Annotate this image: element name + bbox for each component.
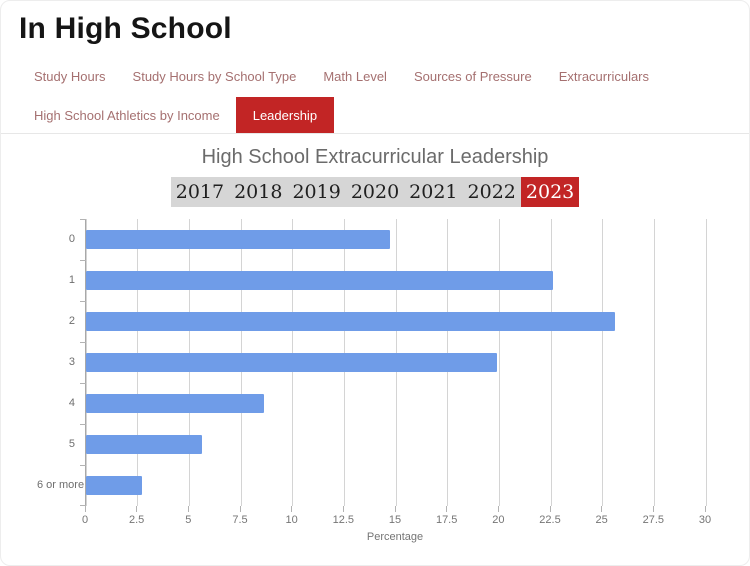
x-tick-mark xyxy=(342,506,344,512)
year-2021[interactable]: 2021 xyxy=(409,181,458,203)
x-tick-mark xyxy=(239,506,241,512)
x-axis-title: Percentage xyxy=(366,531,424,543)
chart-section: High School Extracurricular Leadership 2… xyxy=(1,146,749,543)
x-tick-label: 2.5 xyxy=(129,514,145,526)
x-tick-label: 27.5 xyxy=(642,514,665,526)
y-tick-mark xyxy=(80,505,86,506)
gridline xyxy=(653,219,655,506)
y-tick-label: 2 xyxy=(68,315,75,327)
x-axis-labels: 0 2.5 5 7.5 10 12.5 15 17.5 20 22.5 25 27.5 30 xyxy=(81,514,711,528)
tab-bar: Study Hours Study Hours by School Type M… xyxy=(1,69,749,134)
year-2020[interactable]: 2020 xyxy=(350,181,400,203)
tab-study-hours-by-school-type[interactable]: Study Hours by School Type xyxy=(132,69,297,84)
year-2023-active[interactable]: 2023 xyxy=(520,177,580,207)
y-tick-mark xyxy=(80,342,86,343)
y-tick-label: 5 xyxy=(68,438,75,450)
tab-row-1: Study Hours Study Hours by School Type M… xyxy=(1,69,749,84)
x-tick-mark xyxy=(446,506,448,512)
x-tick-mark xyxy=(601,506,603,512)
tab-math-level[interactable]: Math Level xyxy=(323,69,387,84)
year-selector: 2017 2018 2019 2020 2021 2022 2023 xyxy=(1,177,749,207)
x-tick-mark xyxy=(84,506,86,512)
x-tick-mark xyxy=(136,506,138,512)
y-tick-mark xyxy=(80,424,86,425)
page-title: In High School xyxy=(19,12,232,45)
gridline xyxy=(705,219,707,506)
tab-extracurriculars[interactable]: Extracurriculars xyxy=(558,69,650,84)
x-tick-label: 12.5 xyxy=(332,514,355,526)
y-tick-mark xyxy=(80,260,86,261)
chart-body: 0 1 2 3 4 5 6 or more xyxy=(37,219,713,506)
bar-chart: 0 1 2 3 4 5 6 or more 0 2.5 5 7.5 10 12.5 15 17.5 20 22… xyxy=(37,219,713,543)
y-tick-mark xyxy=(80,383,86,384)
x-tick-mark xyxy=(291,506,293,512)
x-tick-label: 20 xyxy=(492,514,505,526)
x-tick-label: 22.5 xyxy=(539,514,561,526)
gridline xyxy=(498,219,500,506)
x-tick-label: 30 xyxy=(698,514,712,526)
bar[interactable] xyxy=(86,435,202,454)
year-selector-track: 2017 2018 2019 2020 2021 2022 2023 xyxy=(170,177,580,207)
x-tick-label: 10 xyxy=(285,514,298,526)
x-tick-label: 0 xyxy=(81,514,89,526)
tab-sources-of-pressure[interactable]: Sources of Pressure xyxy=(413,69,532,84)
y-tick-label: 4 xyxy=(68,397,75,409)
x-tick-mark xyxy=(394,506,396,512)
y-tick-label: 1 xyxy=(68,274,75,286)
y-axis-labels: 0 1 2 3 4 5 6 or more xyxy=(37,219,85,506)
x-tick-label: 5 xyxy=(185,514,192,526)
x-tick-mark xyxy=(704,506,706,512)
x-tick-mark xyxy=(549,506,551,512)
gridline xyxy=(602,219,604,506)
bar[interactable] xyxy=(86,476,142,495)
tab-row-2: High School Athletics by Income Leadersh… xyxy=(1,97,749,133)
bar[interactable] xyxy=(86,230,390,249)
x-tick-label: 25 xyxy=(595,514,608,526)
x-tick-mark xyxy=(497,506,499,512)
x-tick-label: 17.5 xyxy=(435,514,458,526)
bar[interactable] xyxy=(86,271,554,290)
year-2022[interactable]: 2022 xyxy=(467,181,516,203)
bar[interactable] xyxy=(86,353,498,372)
y-tick-mark xyxy=(80,219,86,220)
y-tick-mark xyxy=(80,301,86,302)
y-tick-label: 0 xyxy=(68,233,75,245)
year-2019[interactable]: 2019 xyxy=(292,181,341,203)
bar[interactable] xyxy=(86,394,264,413)
x-tick-label: 7.5 xyxy=(232,514,248,526)
year-2017[interactable]: 2017 xyxy=(175,181,225,203)
y-tick-mark xyxy=(80,465,86,466)
plot-area xyxy=(80,219,707,506)
tab-study-hours[interactable]: Study Hours xyxy=(34,69,106,84)
chart-title: High School Extracurricular Leadership xyxy=(201,146,549,168)
tab-hs-athletics-by-income[interactable]: High School Athletics by Income xyxy=(34,107,220,123)
bar[interactable] xyxy=(86,312,616,331)
y-tick-label: 6 or more xyxy=(37,479,85,491)
x-tick-mark xyxy=(652,506,654,512)
gridline xyxy=(550,219,552,506)
x-tick-mark xyxy=(187,506,189,512)
x-axis-tick-marks xyxy=(84,506,706,512)
tab-leadership-active[interactable]: Leadership xyxy=(235,97,335,133)
x-tick-label: 15 xyxy=(388,514,402,526)
y-tick-label: 3 xyxy=(68,356,75,368)
year-2018[interactable]: 2018 xyxy=(234,181,283,203)
